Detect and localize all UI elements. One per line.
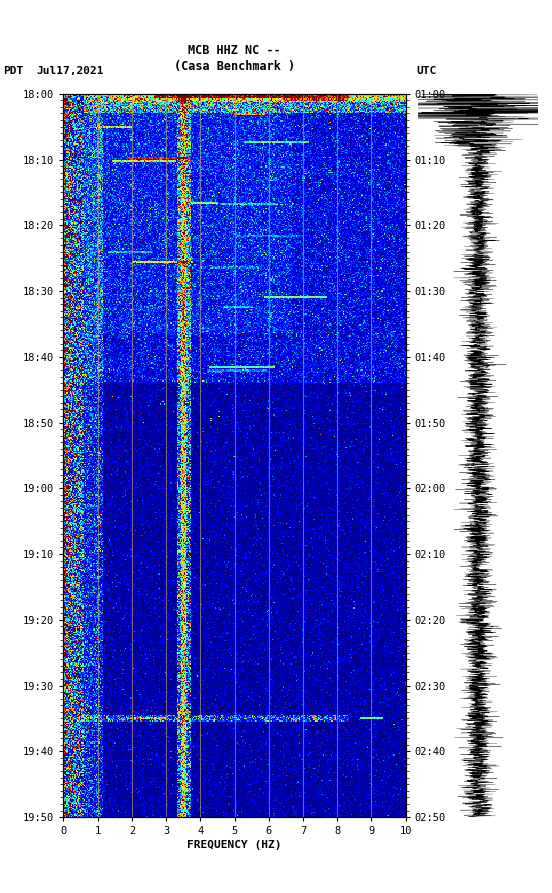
Text: MCB HHZ NC --: MCB HHZ NC -- [188, 45, 281, 57]
Text: UTC: UTC [417, 65, 437, 76]
Text: (Casa Benchmark ): (Casa Benchmark ) [174, 60, 295, 72]
Text: USGS: USGS [13, 22, 44, 33]
X-axis label: FREQUENCY (HZ): FREQUENCY (HZ) [187, 840, 282, 850]
Text: PDT: PDT [3, 65, 23, 76]
Text: Jul17,2021: Jul17,2021 [36, 65, 103, 76]
